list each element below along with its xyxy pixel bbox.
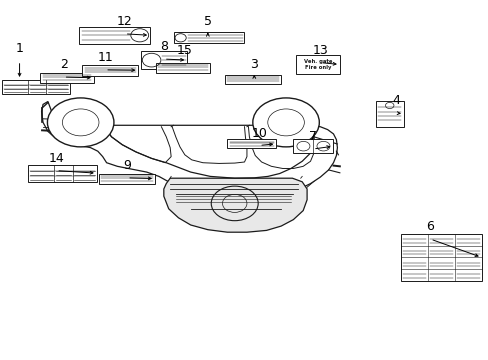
Bar xyxy=(400,234,481,281)
Text: 15: 15 xyxy=(177,44,192,57)
Text: 13: 13 xyxy=(312,44,327,57)
Text: 14: 14 xyxy=(48,152,64,165)
Text: 12: 12 xyxy=(117,15,132,28)
Bar xyxy=(2,80,70,94)
Text: 11: 11 xyxy=(97,51,113,64)
Text: 8: 8 xyxy=(160,40,167,53)
Bar xyxy=(224,75,281,84)
Polygon shape xyxy=(41,102,337,202)
Bar xyxy=(99,174,155,184)
Bar xyxy=(28,165,97,182)
Circle shape xyxy=(252,98,319,147)
Text: 1: 1 xyxy=(16,42,23,55)
Bar xyxy=(79,27,150,44)
Text: 6: 6 xyxy=(426,220,433,233)
Circle shape xyxy=(47,98,114,147)
Text: 9: 9 xyxy=(123,159,131,172)
Text: 5: 5 xyxy=(203,15,211,28)
Text: 2: 2 xyxy=(60,58,67,71)
Polygon shape xyxy=(163,178,306,232)
Bar xyxy=(227,139,276,148)
Bar xyxy=(173,32,244,43)
Bar xyxy=(293,139,333,153)
Bar xyxy=(295,55,339,74)
Bar xyxy=(155,63,210,73)
Text: 3: 3 xyxy=(250,58,258,71)
Text: 10: 10 xyxy=(251,127,266,140)
Text: 7: 7 xyxy=(308,130,316,143)
Bar xyxy=(375,101,403,127)
Bar xyxy=(40,73,94,83)
Text: Veh. gate
Fire only: Veh. gate Fire only xyxy=(303,59,331,70)
Bar xyxy=(141,51,187,69)
Text: 4: 4 xyxy=(391,94,399,107)
Bar xyxy=(82,65,138,76)
